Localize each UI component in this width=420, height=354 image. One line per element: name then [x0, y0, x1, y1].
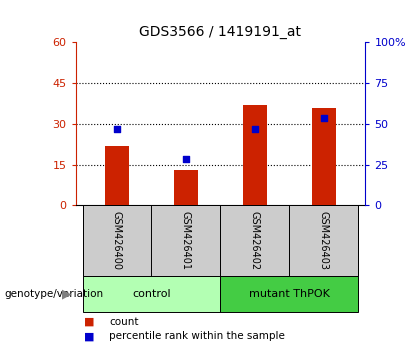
- Text: GSM426402: GSM426402: [250, 211, 260, 270]
- Text: ■: ■: [84, 331, 94, 341]
- Bar: [82, 205, 152, 276]
- Bar: [312, 108, 336, 205]
- Point: [252, 126, 258, 132]
- Text: GSM426403: GSM426403: [319, 211, 329, 270]
- Bar: [152, 205, 220, 276]
- Text: genotype/variation: genotype/variation: [4, 289, 103, 299]
- Point: [320, 116, 327, 121]
- Bar: [220, 276, 359, 312]
- Text: GSM426400: GSM426400: [112, 211, 122, 270]
- Text: mutant ThPOK: mutant ThPOK: [249, 289, 330, 299]
- Bar: [243, 105, 267, 205]
- Bar: [220, 205, 289, 276]
- Bar: [174, 170, 198, 205]
- Text: ▶: ▶: [62, 287, 71, 300]
- Text: percentile rank within the sample: percentile rank within the sample: [109, 331, 285, 341]
- Bar: [82, 276, 220, 312]
- Text: GSM426401: GSM426401: [181, 211, 191, 270]
- Bar: [105, 145, 129, 205]
- Text: ■: ■: [84, 317, 94, 327]
- Bar: [289, 205, 359, 276]
- Text: count: count: [109, 317, 139, 327]
- Point: [183, 156, 189, 162]
- Text: control: control: [132, 289, 171, 299]
- Title: GDS3566 / 1419191_at: GDS3566 / 1419191_at: [139, 25, 302, 39]
- Point: [114, 126, 121, 132]
